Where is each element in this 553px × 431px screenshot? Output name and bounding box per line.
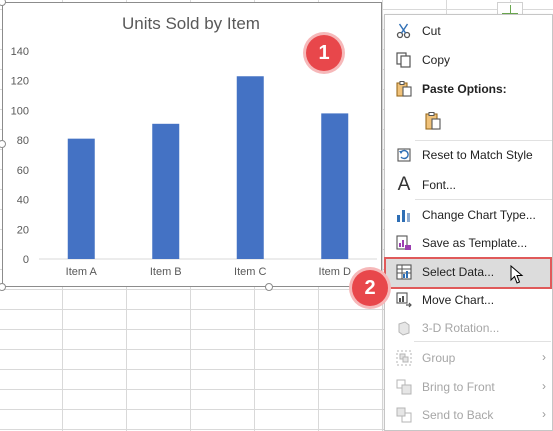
menu-item-reset-to-match-style[interactable]: Reset to Match Style <box>385 141 552 169</box>
step-two-badge: 2 <box>352 270 388 306</box>
rotation-3d-icon <box>394 319 414 337</box>
chevron-right-icon: › <box>542 407 546 421</box>
paste-option-keep-formatting[interactable] <box>419 107 449 135</box>
menu-item-select-data[interactable]: Select Data... <box>385 258 552 286</box>
menu-item-copy[interactable]: Copy <box>385 46 552 74</box>
select-data-highlight <box>384 257 552 289</box>
menu-item-save-as-template[interactable]: Save as Template... <box>385 229 552 257</box>
save-template-icon <box>394 234 414 252</box>
x-tick-label: Item A <box>66 266 98 278</box>
bar-item-b[interactable] <box>152 123 180 259</box>
menu-item-change-chart-type[interactable]: Change Chart Type... <box>385 201 552 229</box>
reset-style-icon <box>394 146 414 164</box>
move-chart-icon <box>394 291 414 309</box>
x-tick-label: Item C <box>234 266 266 278</box>
bar-item-d[interactable] <box>321 113 349 260</box>
y-tick-label: 0 <box>23 254 29 266</box>
menu-item-bring-to-front: Bring to Front › <box>385 373 552 401</box>
x-tick-label: Item D <box>319 266 351 278</box>
font-icon: A <box>397 174 411 195</box>
bar-item-a[interactable] <box>67 138 95 259</box>
resize-handle-top-left[interactable] <box>0 0 6 6</box>
resize-handle-bottom-left[interactable] <box>0 283 6 291</box>
y-tick-label: 40 <box>17 195 29 207</box>
menu-item-3d-rotation: 3-D Rotation... <box>385 314 552 342</box>
bring-to-front-icon <box>394 378 414 396</box>
menu-item-send-to-back: Send to Back › <box>385 401 552 429</box>
chevron-right-icon: › <box>542 379 546 393</box>
mouse-pointer-icon <box>510 265 524 284</box>
select-data-icon <box>394 263 414 281</box>
menu-item-move-chart[interactable]: Move Chart... <box>385 286 552 314</box>
y-tick-label: 140 <box>11 46 29 58</box>
chart-type-icon <box>394 206 414 224</box>
resize-handle-bottom-middle[interactable] <box>265 283 273 291</box>
y-tick-label: 120 <box>11 76 29 88</box>
scissors-icon <box>394 22 414 40</box>
context-menu: Cut Copy Paste Options: Reset to Match S… <box>384 14 553 431</box>
bar-chart: Units Sold by Item 0 20 40 60 80 100 120 140 It… <box>11 14 377 278</box>
step-one-badge: 1 <box>306 35 342 71</box>
menu-item-paste-options: Paste Options: <box>385 75 552 103</box>
group-icon <box>394 349 414 367</box>
send-to-back-icon <box>394 406 414 424</box>
y-tick-label: 60 <box>17 165 29 177</box>
chevron-right-icon: › <box>542 350 546 364</box>
chart-title: Units Sold by Item <box>122 14 260 33</box>
y-tick-label: 20 <box>17 224 29 236</box>
copy-icon <box>394 51 414 69</box>
clipboard-icon <box>423 112 443 130</box>
y-tick-label: 80 <box>17 135 29 147</box>
paste-icon <box>394 80 414 98</box>
resize-handle-left-middle[interactable] <box>0 140 6 148</box>
y-tick-label: 100 <box>11 105 29 117</box>
bar-item-c[interactable] <box>236 76 264 259</box>
x-tick-label: Item B <box>150 266 182 278</box>
menu-item-cut[interactable]: Cut <box>385 17 552 45</box>
menu-item-font[interactable]: A Font... <box>385 171 552 199</box>
menu-item-group: Group › <box>385 344 552 372</box>
